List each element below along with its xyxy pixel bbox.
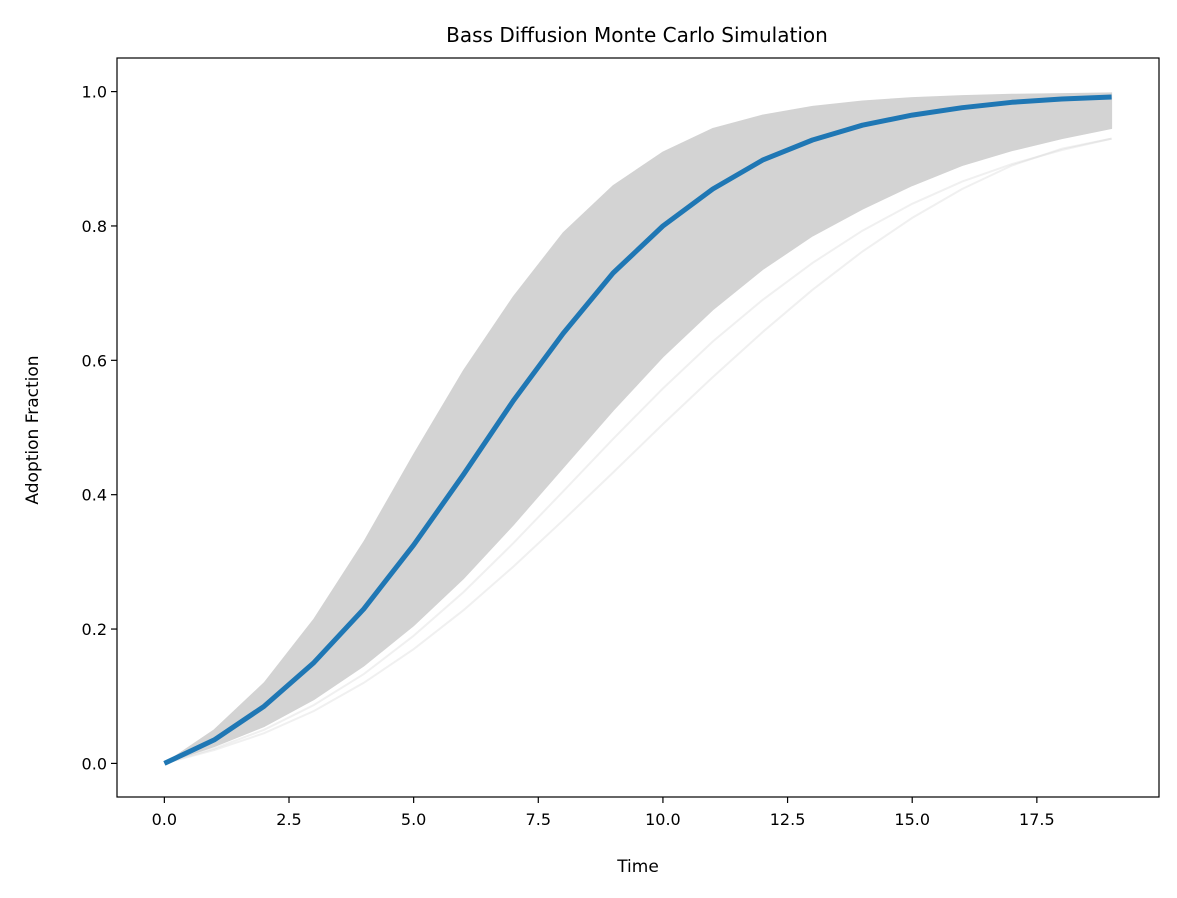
y-axis: 0.0 0.2 0.4 0.6 0.8 1.0 bbox=[82, 83, 117, 773]
plot-frame bbox=[116, 57, 1160, 798]
y-tick-label: 0.8 bbox=[82, 217, 107, 236]
x-tick-label: 5.0 bbox=[401, 810, 426, 829]
y-tick-label: 0.2 bbox=[82, 620, 107, 639]
y-tick-label: 0.4 bbox=[82, 486, 107, 505]
x-axis: 0.0 2.5 5.0 7.5 10.0 12.5 15.0 17.5 bbox=[152, 797, 1055, 829]
x-tick-label: 10.0 bbox=[645, 810, 681, 829]
x-axis-label: Time bbox=[616, 857, 659, 877]
plot-area bbox=[163, 92, 1113, 766]
x-tick-label: 7.5 bbox=[526, 810, 551, 829]
x-tick-label: 17.5 bbox=[1019, 810, 1055, 829]
y-tick-label: 0.6 bbox=[82, 351, 107, 370]
y-tick-label: 0.0 bbox=[82, 754, 107, 773]
y-tick-label: 1.0 bbox=[82, 83, 107, 102]
chart-title: Bass Diffusion Monte Carlo Simulation bbox=[446, 23, 828, 47]
simulation-band bbox=[164, 92, 1113, 764]
simulation-run-line bbox=[164, 137, 1112, 765]
y-axis-label: Adoption Fraction bbox=[23, 355, 43, 504]
x-tick-label: 0.0 bbox=[152, 810, 177, 829]
mean-adoption-line bbox=[163, 94, 1112, 766]
x-tick-label: 12.5 bbox=[770, 810, 806, 829]
simulation-run-line bbox=[164, 137, 1112, 765]
x-tick-label: 15.0 bbox=[894, 810, 930, 829]
x-tick-label: 2.5 bbox=[276, 810, 301, 829]
